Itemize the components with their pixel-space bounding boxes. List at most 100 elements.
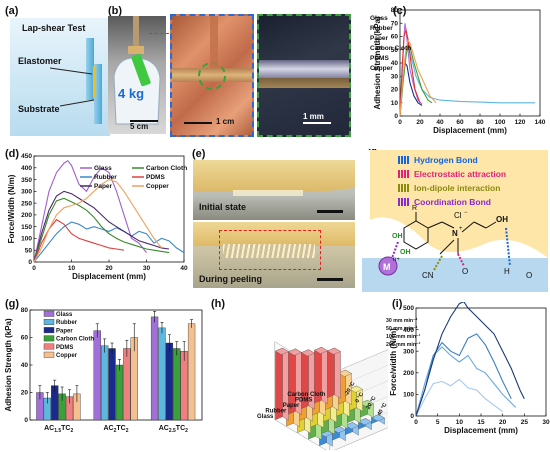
legend-label: Ion-dipole interaction — [414, 183, 500, 193]
y-tick-label: 40 — [391, 60, 399, 67]
legend-label: Glass — [56, 312, 73, 318]
label-part: 2.5 — [169, 428, 176, 434]
x-axis-label: Displacement (mm) — [433, 126, 507, 135]
legend-swatch — [401, 184, 403, 192]
label-part: TC — [61, 425, 70, 432]
y-tick-label: 350 — [21, 177, 32, 184]
y-tick-label: 10 — [391, 100, 399, 107]
legend-swatch — [43, 351, 55, 358]
temp-label: 40 °C — [377, 402, 388, 417]
category-label: AC2TC2 — [103, 425, 128, 434]
bar — [158, 327, 166, 421]
legend-swatch — [43, 335, 55, 342]
legend-label: Paper — [370, 35, 389, 42]
legend-label: Glass — [94, 165, 112, 172]
series-line — [399, 41, 433, 117]
chart-i: 0 5 10 15 20 25 300100200300400500Displacement… — [386, 302, 550, 435]
x-tick-label: 30 — [143, 265, 151, 272]
molecule — [403, 212, 497, 255]
y-tick-label: 20 — [21, 390, 29, 397]
chart-d: 0 10 20 30 40050100150200250300350400450Disp… — [7, 153, 188, 281]
material-label: Carbon Cloth — [287, 392, 325, 398]
legend-label: Carbon Cloth — [56, 337, 94, 343]
y-tick-label: 30 — [391, 73, 399, 80]
y-tick-label: 300 — [403, 348, 414, 355]
legend-label: 30 mm min⁻¹ — [386, 318, 418, 324]
x-tick-label: 140 — [535, 119, 546, 126]
y-tick-label: 100 — [21, 236, 32, 243]
plot-frame — [399, 9, 541, 117]
legend-label: Hydrogen Bond — [414, 155, 478, 165]
chem-metal-charge: n+ — [393, 257, 400, 263]
legend-label: Carbon Cloth — [146, 165, 187, 172]
chart-c: 0 20 40 60 80 100 120 14001020304050607080Displ… — [370, 7, 546, 135]
chem-o2: O — [526, 271, 532, 280]
x-tick-label: 15 — [477, 419, 485, 426]
y-tick-label: 60 — [21, 335, 29, 342]
chem-oh1: OH — [392, 233, 403, 240]
x-tick-label: 0 — [32, 265, 36, 272]
y-tick-label: 0 — [410, 413, 414, 420]
legend-swatch — [404, 170, 406, 178]
legend-swatch — [43, 343, 55, 350]
legend-swatch — [407, 184, 409, 192]
panel-a-title: Lap-shear Test — [22, 23, 85, 33]
material-label: PDMS — [295, 398, 312, 404]
elastomer-label: Elastomer — [18, 56, 62, 66]
legend-label: Carbon Cloth — [370, 45, 411, 52]
label-h: (h) — [211, 298, 226, 310]
bar-top — [327, 347, 341, 355]
chem-h: H — [504, 267, 510, 276]
x-tick-label: 0 — [398, 119, 402, 126]
category-label: AC2.5TC2 — [159, 425, 188, 434]
panel-b-photo-micro: 1 mm — [257, 14, 351, 137]
panel-e-photo-peeling: During peeling — [193, 222, 355, 288]
bond-coordination — [391, 241, 399, 259]
scale-label-1mm: 1 mm — [303, 112, 324, 121]
legend-label: Copper — [56, 353, 78, 359]
series-line — [415, 333, 512, 417]
legend-swatch — [398, 198, 400, 206]
bar — [93, 330, 101, 421]
legend-label: 200 mm min⁻¹ — [386, 342, 421, 348]
bar — [165, 342, 174, 421]
chem-cl-minus: − — [464, 210, 468, 216]
legend-label: Rubber — [56, 320, 78, 326]
legend-label: Glass — [370, 15, 388, 22]
series-line — [33, 190, 170, 263]
legend-swatch — [407, 198, 409, 206]
label-part: 2 — [70, 428, 73, 434]
elastomer-region — [370, 150, 548, 258]
state-peeling-label: During peeling — [199, 274, 262, 284]
legend-label: Rubber — [94, 174, 117, 181]
legend-label: Coordination Bond — [414, 197, 491, 207]
scale-label-1cm: 1 cm — [216, 117, 235, 126]
legend-swatch — [398, 156, 400, 164]
series-line — [415, 302, 525, 417]
legend-label: Rubber — [370, 25, 393, 32]
bar — [187, 323, 196, 421]
scale-label-5cm: 5 cm — [130, 122, 149, 131]
y-axis-label: Force/Width (N/m) — [7, 174, 16, 243]
x-axis-label: Displacement (mm) — [444, 426, 518, 435]
x-tick-label: 10 — [68, 265, 76, 272]
y-tick-label: 450 — [21, 153, 32, 160]
y-tick-label: 60 — [391, 34, 399, 41]
y-tick-label: 300 — [21, 189, 32, 196]
series-line — [399, 39, 437, 117]
panel-f-mechanism: Hydrogen Bond Electrostatic attraction Ion… — [362, 150, 548, 292]
y-axis-label: Adhesion Strength (kPa) — [4, 318, 13, 412]
label-part: AC — [44, 425, 54, 432]
legend-swatch — [404, 156, 406, 164]
x-tick-label: 40 — [180, 265, 188, 272]
bar — [108, 348, 116, 421]
material-label: Glass — [257, 414, 274, 420]
label-e: (e) — [192, 148, 206, 160]
x-tick-label: 25 — [521, 419, 529, 426]
x-tick-label: 20 — [416, 119, 424, 126]
legend-label: Paper — [56, 328, 73, 334]
x-tick-label: 100 — [495, 119, 506, 126]
temp-label: 0 °C — [355, 392, 366, 404]
y-tick-label: 50 — [25, 247, 33, 254]
